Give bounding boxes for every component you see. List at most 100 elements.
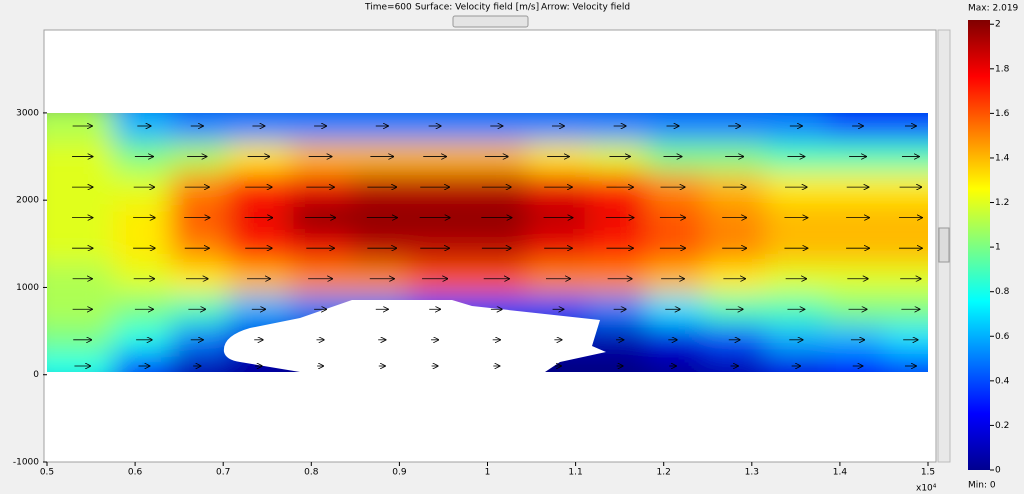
heat-cell bbox=[826, 232, 885, 265]
heat-cell bbox=[703, 294, 767, 326]
heat-cell bbox=[408, 232, 467, 265]
heat-cell bbox=[527, 171, 590, 204]
heat-cell bbox=[350, 113, 410, 143]
colorbar-min: Min: 0 bbox=[968, 481, 996, 491]
heat-cell bbox=[170, 324, 229, 354]
heat-cell bbox=[703, 352, 767, 372]
y-tick-label: -1000 bbox=[13, 458, 39, 468]
heat-cell bbox=[350, 171, 410, 204]
heat-cell bbox=[826, 171, 885, 204]
heat-cell bbox=[465, 202, 529, 234]
heat-cell bbox=[588, 232, 648, 265]
heat-cell bbox=[113, 324, 172, 354]
heat-cell bbox=[703, 324, 767, 354]
heat-cell bbox=[113, 202, 172, 234]
heat-cell bbox=[883, 352, 928, 372]
colorbar-tick-label: 0.6 bbox=[995, 332, 1010, 342]
heat-cell bbox=[826, 141, 885, 173]
heat-cell bbox=[465, 232, 529, 265]
heat-cell bbox=[826, 202, 885, 234]
heat-cell bbox=[113, 141, 172, 173]
arrow-label: Arrow: Velocity field bbox=[541, 3, 630, 13]
heat-cell bbox=[227, 141, 291, 173]
heat-cell bbox=[703, 141, 767, 173]
heat-cell bbox=[113, 352, 172, 372]
x-tick-label: 0.7 bbox=[216, 468, 230, 478]
heat-cell bbox=[527, 202, 590, 234]
x-tick-label: 0.5 bbox=[40, 468, 54, 478]
heat-cell bbox=[765, 263, 828, 295]
heat-cell bbox=[465, 263, 529, 295]
heat-cell bbox=[227, 232, 291, 265]
colorbar-tick-label: 1.2 bbox=[995, 198, 1009, 208]
heat-cell bbox=[527, 232, 590, 265]
heat-cell bbox=[826, 294, 885, 326]
heat-cell bbox=[646, 352, 705, 372]
heat-cell bbox=[646, 263, 705, 295]
arrows bbox=[72, 126, 922, 366]
heat-cell bbox=[47, 232, 115, 265]
heat-cell bbox=[527, 113, 590, 143]
heat-cell bbox=[47, 171, 115, 204]
heat-cell bbox=[646, 141, 705, 173]
heat-cell bbox=[765, 141, 828, 173]
heat-cell bbox=[588, 113, 648, 143]
colorbar bbox=[968, 20, 990, 470]
y-tick-label: 3000 bbox=[16, 108, 39, 118]
x-tick-label: 1 bbox=[485, 468, 491, 478]
heat-cell bbox=[289, 202, 352, 234]
heat-cell bbox=[170, 294, 229, 326]
h-scroll-thumb[interactable] bbox=[452, 15, 529, 28]
heat-cell bbox=[170, 202, 229, 234]
heat-cell bbox=[765, 352, 828, 372]
heat-cell bbox=[646, 171, 705, 204]
heat-cell bbox=[826, 263, 885, 295]
car-obstacle bbox=[223, 300, 606, 373]
heat-cell bbox=[527, 263, 590, 295]
surface-label: Surface: Velocity field [m/s] bbox=[415, 3, 539, 13]
x-tick-label: 1.2 bbox=[657, 468, 671, 478]
x-tick-label: 1.4 bbox=[833, 468, 848, 478]
heat-cell bbox=[765, 324, 828, 354]
x-tick-label: 1.1 bbox=[568, 468, 582, 478]
heat-cell bbox=[47, 352, 115, 372]
heat-cell bbox=[465, 171, 529, 204]
x-tick-label: 1.3 bbox=[745, 468, 759, 478]
heat-cell bbox=[170, 171, 229, 204]
heat-cell bbox=[227, 294, 291, 326]
heat-cell bbox=[765, 113, 828, 143]
heat-cell bbox=[289, 113, 352, 143]
heat-cell bbox=[289, 263, 352, 295]
x-tick-label: 0.8 bbox=[304, 468, 319, 478]
heat-cell bbox=[227, 263, 291, 295]
heat-cell bbox=[527, 141, 590, 173]
heat-cell bbox=[170, 263, 229, 295]
colorbar-tick-label: 1.8 bbox=[995, 64, 1010, 74]
y-tick-label: 1000 bbox=[16, 283, 39, 293]
x-tick-label: 0.9 bbox=[392, 468, 407, 478]
colorbar-tick-label: 0.8 bbox=[995, 287, 1010, 297]
y-tick-label: 0 bbox=[33, 370, 39, 380]
heat-cell bbox=[350, 202, 410, 234]
heat-cell bbox=[646, 232, 705, 265]
heatmap bbox=[47, 113, 928, 372]
heat-cell bbox=[883, 141, 928, 173]
heat-cell bbox=[883, 294, 928, 326]
heat-cell bbox=[47, 263, 115, 295]
heat-cell bbox=[227, 113, 291, 143]
heat-cell bbox=[646, 294, 705, 326]
colorbar-tick-label: 2 bbox=[995, 20, 1001, 30]
heat-cell bbox=[113, 232, 172, 265]
colorbar-tick-label: 1.4 bbox=[995, 153, 1010, 163]
heat-cell bbox=[170, 141, 229, 173]
heat-cell bbox=[113, 263, 172, 295]
heat-cell bbox=[465, 141, 529, 173]
v-scroll-thumb[interactable] bbox=[938, 227, 950, 263]
heat-cell bbox=[826, 113, 885, 143]
heat-cell bbox=[765, 294, 828, 326]
colorbar-max: Max: 2.019 bbox=[968, 4, 1019, 14]
heat-cell bbox=[47, 294, 115, 326]
heat-cell bbox=[47, 141, 115, 173]
heat-cell bbox=[703, 171, 767, 204]
heat-cell bbox=[765, 232, 828, 265]
